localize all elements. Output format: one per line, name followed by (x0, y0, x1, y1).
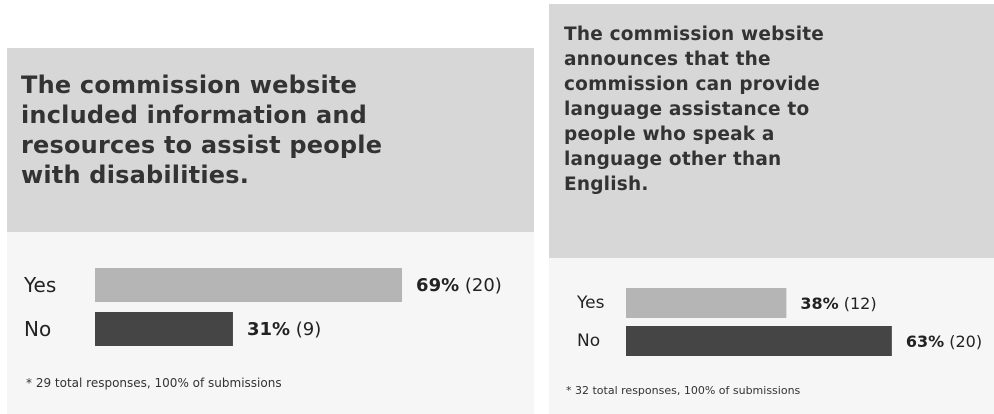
chart-card-disabilities: The commission website included informat… (7, 48, 534, 414)
value-count: (20) (944, 332, 982, 351)
value-label-no: 31% (9) (247, 319, 321, 340)
value-count: (20) (459, 275, 502, 296)
chart-title: The commission website included informat… (21, 71, 383, 189)
bar-yes (95, 268, 403, 302)
chart-header: The commission website included informat… (7, 48, 534, 232)
category-label-no: No (24, 317, 51, 341)
value-label-yes: 69% (20) (416, 275, 502, 296)
value-count: (9) (290, 319, 321, 340)
category-label-no: No (577, 331, 600, 351)
bar-chart: Yes 38% (12) No 63% (20) (576, 288, 982, 356)
value-percent: 63% (906, 332, 944, 351)
chart-card-language-assistance: The commission website announces that th… (549, 4, 994, 414)
bar-yes (626, 288, 787, 318)
value-percent: 31% (247, 319, 290, 340)
bar-chart: Yes 69% (20) No 31% (9) (23, 268, 502, 346)
category-label-yes: Yes (23, 273, 56, 297)
value-label-no: 63% (20) (906, 332, 982, 351)
chart-footnote: * 29 total responses, 100% of submission… (26, 376, 282, 390)
value-count: (12) (839, 294, 877, 313)
category-label-yes: Yes (576, 293, 605, 313)
value-percent: 38% (800, 294, 838, 313)
bar-no (95, 312, 233, 346)
chart-title: The commission website announces that th… (564, 24, 825, 195)
chart-header: The commission website announces that th… (549, 4, 994, 258)
value-percent: 69% (416, 275, 459, 296)
chart-footnote: * 32 total responses, 100% of submission… (566, 384, 801, 397)
bar-no (626, 326, 892, 356)
value-label-yes: 38% (12) (800, 294, 876, 313)
